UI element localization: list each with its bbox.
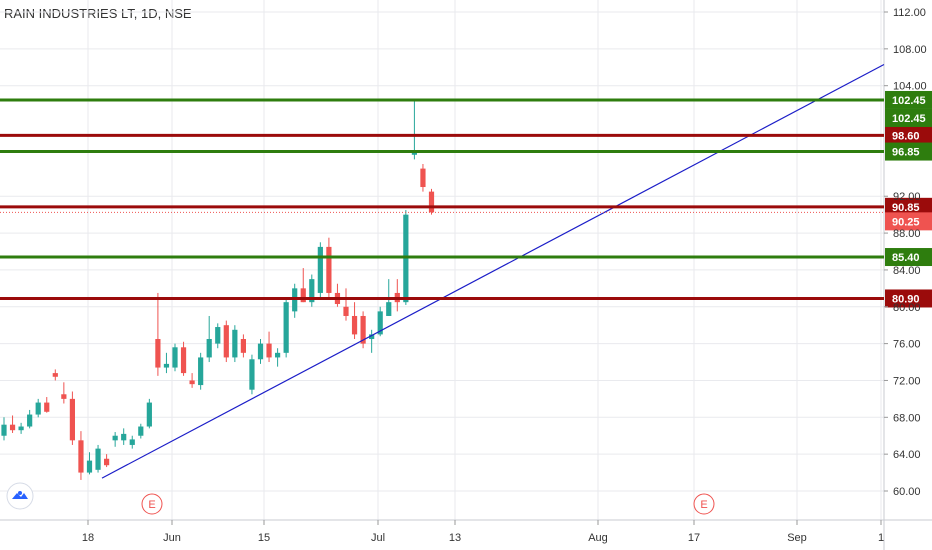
candle-body xyxy=(386,302,392,316)
candle-body xyxy=(343,306,349,316)
candle-body xyxy=(266,343,272,358)
trendline[interactable] xyxy=(101,63,885,479)
candle-body xyxy=(369,334,375,340)
candle-body xyxy=(44,402,50,412)
candle-body xyxy=(104,458,110,466)
candle-body xyxy=(172,347,178,368)
level-tag xyxy=(885,289,932,308)
candle-body xyxy=(198,357,204,386)
price-tick-label: 64.00 xyxy=(893,449,921,461)
candle-body xyxy=(163,363,170,368)
time-tick-label: 1 xyxy=(878,532,884,544)
price-tick-label: 80.00 xyxy=(893,302,921,314)
candle-body xyxy=(240,339,246,353)
trendline-line[interactable] xyxy=(101,63,885,479)
high-tag xyxy=(885,108,932,127)
candle-body xyxy=(146,402,152,427)
candle-body xyxy=(189,380,195,385)
candle-body xyxy=(27,414,33,427)
level-tag xyxy=(885,142,932,161)
candle-body xyxy=(9,424,16,431)
earnings-marker-label: E xyxy=(700,499,707,511)
price-tick-label: 92.00 xyxy=(893,191,921,203)
earnings-marker[interactable] xyxy=(141,493,163,515)
chart-title: RAIN INDUSTRIES LT, 1D, NSE xyxy=(4,6,192,21)
candle-body xyxy=(1,424,7,436)
candle-body xyxy=(351,315,358,335)
level-tag-label: 96.85 xyxy=(892,147,920,159)
earnings-marker[interactable] xyxy=(693,493,715,515)
price-tick-label: 88.00 xyxy=(893,228,921,240)
candle-body xyxy=(61,394,67,399)
level-tag xyxy=(885,197,932,216)
last-price-tag-label: 90.25 xyxy=(892,216,920,228)
price-tick-label: 60.00 xyxy=(893,486,921,498)
level-tag xyxy=(885,90,932,109)
high-tag-label: 102.45 xyxy=(892,113,926,125)
candle-body xyxy=(411,151,417,155)
price-tick-label: 76.00 xyxy=(893,339,921,351)
price-tick-label: 108.00 xyxy=(893,44,927,56)
level-lines[interactable]: 102.45 98.60 96.85 90.85 85.40 80.90 102.45 90.… xyxy=(0,90,932,308)
candle-body xyxy=(283,302,289,353)
candle-body xyxy=(206,339,212,358)
last-price-tag xyxy=(885,212,932,231)
candle-body xyxy=(18,426,24,431)
price-tick-label: 84.00 xyxy=(893,265,921,277)
candle-body xyxy=(155,339,161,368)
earnings-marker-label: E xyxy=(148,499,155,511)
candle-body xyxy=(95,448,101,470)
candle-body xyxy=(129,439,135,445)
candle-body xyxy=(121,433,127,441)
price-axis[interactable]: 112.00 108.00 104.00 92.00 88.00 84.00 80.00 76… xyxy=(884,7,927,498)
candle-body xyxy=(257,343,264,360)
candle-body xyxy=(78,440,84,473)
time-tick-label: 18 xyxy=(82,532,94,544)
candle-body xyxy=(215,327,221,344)
candle-body xyxy=(86,460,93,473)
candle-body xyxy=(69,398,75,441)
candle-body xyxy=(35,402,41,415)
level-tag xyxy=(885,248,932,267)
time-tick-label: 17 xyxy=(688,532,700,544)
candles xyxy=(1,99,435,480)
price-tick-label: 68.00 xyxy=(893,412,921,424)
level-tag-label: 90.85 xyxy=(892,202,920,214)
time-tick-label: Jun xyxy=(163,532,181,544)
level-tag-label: 80.90 xyxy=(892,293,920,305)
candle-body xyxy=(377,311,383,335)
candle-body xyxy=(360,315,366,344)
candle-body xyxy=(223,325,229,358)
candle-body xyxy=(232,329,238,358)
time-tick-label: Sep xyxy=(787,532,807,544)
candle-body xyxy=(309,279,315,303)
price-tick-label: 104.00 xyxy=(893,81,927,93)
candle-body xyxy=(52,373,58,377)
candle-body xyxy=(317,246,323,293)
level-tag-label: 102.45 xyxy=(892,95,926,107)
candle-body xyxy=(249,359,255,390)
candle-body xyxy=(428,191,435,213)
price-tick-label: 72.00 xyxy=(893,375,921,387)
level-tag-label: 85.40 xyxy=(892,252,920,264)
time-tick-label: Aug xyxy=(588,532,608,544)
candle-body xyxy=(275,352,281,358)
price-tick-label: 112.00 xyxy=(893,7,926,19)
time-axis[interactable]: 18 Jun 15 Jul 13 Aug 17 Sep 1 xyxy=(82,520,884,544)
time-tick-label: Jul xyxy=(371,532,385,544)
candle-body xyxy=(112,435,118,441)
candle-body xyxy=(420,168,426,188)
time-tick-label: 15 xyxy=(258,532,270,544)
tradingview-logo-icon[interactable] xyxy=(6,482,34,510)
candle-body xyxy=(300,288,306,303)
candle-body xyxy=(180,347,187,374)
level-tag xyxy=(885,126,932,145)
level-tag-label: 98.60 xyxy=(892,130,920,142)
time-tick-label: 13 xyxy=(449,532,461,544)
candle-body xyxy=(138,426,144,436)
candle-body xyxy=(326,246,332,293)
